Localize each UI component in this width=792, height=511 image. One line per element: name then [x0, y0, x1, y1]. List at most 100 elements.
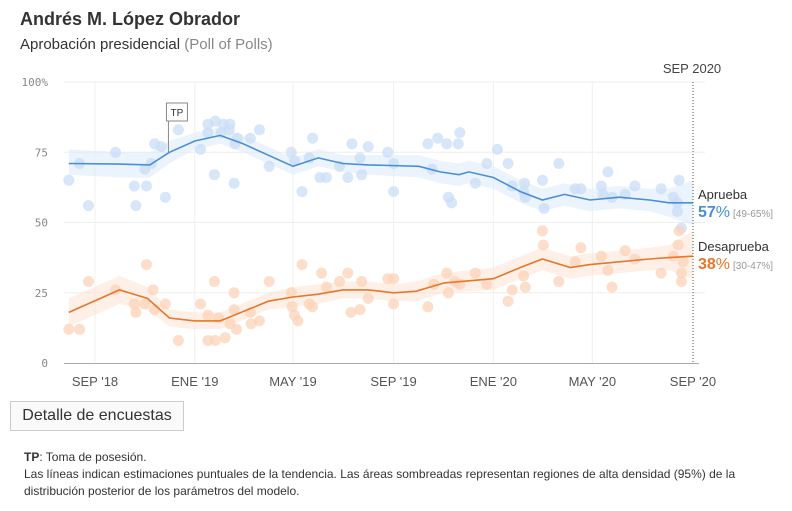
tp-key: TP [24, 450, 40, 464]
desaprueba-poll-point [307, 301, 319, 313]
desaprueba-poll-point [147, 284, 159, 296]
desaprueba-poll-point [285, 287, 297, 299]
desaprueba-trend-line [68, 255, 694, 322]
aprueba-poll-point [388, 158, 400, 169]
desaprueba-poll-point [63, 323, 75, 335]
aprueba-poll-point [519, 177, 530, 189]
desaprueba-poll-point [388, 298, 400, 310]
credible-interval: [30-47%] [733, 261, 773, 272]
final-value-number: 38 [698, 256, 716, 273]
desaprueba-label: Desaprueba [698, 239, 770, 254]
desaprueba-poll-point [469, 267, 481, 279]
aprueba-poll-point [263, 160, 275, 172]
tp-annotation-label: TP [171, 108, 184, 119]
final-value-unit: % [716, 256, 730, 273]
desaprueba-credible-band [68, 230, 694, 330]
desaprueba-poll-point [672, 239, 684, 251]
aprueba-poll-point [655, 183, 667, 195]
aprueba-poll-point [422, 138, 434, 150]
desaprueba-poll-point [231, 323, 242, 335]
y-tick-label: 100% [22, 76, 49, 89]
desaprueba-poll-point [536, 225, 548, 237]
aprueba-poll-point [195, 143, 206, 155]
desaprueba-poll-point [673, 225, 685, 237]
aprueba-poll-point [110, 146, 121, 158]
desaprueba-poll-point [253, 315, 265, 327]
desaprueba-poll-point [519, 281, 531, 293]
desaprueba-poll-point [74, 323, 85, 335]
desaprueba-poll-point [172, 335, 184, 346]
aprueba-poll-point [307, 132, 319, 144]
final-value-number: 57 [698, 204, 716, 221]
aprueba-poll-point [342, 172, 354, 183]
aprueba-poll-point [289, 155, 301, 167]
desaprueba-poll-point [130, 306, 142, 318]
desaprueba-poll-point [602, 264, 614, 276]
aprueba-poll-point [602, 166, 614, 178]
aprueba-poll-point [595, 180, 607, 192]
aprueba-poll-point [63, 174, 75, 186]
aprueba-poll-point [452, 138, 464, 150]
aprueba-poll-point [253, 124, 265, 136]
aprueba-poll-point [321, 172, 332, 183]
x-tick-label: MAY '20 [569, 374, 617, 389]
desaprueba-poll-point [209, 335, 221, 346]
desaprueba-poll-point [619, 245, 631, 257]
aprueba-poll-point [172, 124, 184, 136]
desaprueba-poll-point [159, 298, 171, 310]
desaprueba-poll-point [667, 250, 679, 262]
aprueba-poll-point [223, 124, 235, 136]
desaprueba-poll-point [388, 273, 400, 285]
desaprueba-poll-point [128, 298, 140, 310]
desaprueba-poll-point [296, 259, 308, 271]
desaprueba-poll-point [356, 276, 368, 287]
aprueba-poll-point [285, 146, 297, 158]
y-tick-label: 50 [35, 217, 48, 230]
aprueba-final-value: 57% [49-65%] [698, 204, 773, 221]
aprueba-poll-point [356, 169, 368, 181]
desaprueba-poll-point [228, 304, 240, 316]
aprueba-poll-point [629, 180, 641, 192]
aprueba-poll-point [597, 188, 609, 200]
x-tick-label: MAY '19 [269, 374, 317, 389]
aprueba-poll-point [128, 180, 140, 192]
aprueba-poll-point [244, 132, 256, 144]
desaprueba-poll-point [354, 304, 366, 316]
poll-details-button[interactable]: Detalle de encuestas [10, 401, 184, 431]
y-tick-label: 25 [35, 287, 48, 300]
aprueba-poll-point [83, 200, 94, 212]
desaprueba-poll-point [286, 301, 298, 313]
desaprueba-poll-point [213, 312, 224, 324]
aprueba-poll-point [446, 197, 458, 209]
desaprueba-poll-point [141, 259, 152, 271]
x-tick-label: SEP '18 [72, 374, 118, 389]
aprueba-credible-band [68, 127, 694, 226]
desaprueba-poll-point [655, 267, 667, 279]
aprueba-poll-point [454, 127, 466, 139]
approval-chart: 100% 75 50 25 0 SEP '18 ENE '19 MAY '19 SEP '19 E… [22, 61, 774, 389]
x-tick-label: ENE '20 [470, 374, 517, 389]
desaprueba-poll-point [518, 270, 530, 282]
desaprueba-poll-point [342, 267, 354, 279]
desaprueba-poll-point [575, 242, 587, 254]
aprueba-poll-point [354, 152, 366, 164]
aprueba-poll-point [228, 177, 240, 189]
desaprueba-poll-point [202, 309, 214, 321]
footnotes: TP: Toma de posesión. Las líneas indican… [24, 449, 784, 500]
subtitle-note: (Poll of Polls) [184, 36, 273, 53]
desaprueba-poll-point [676, 267, 687, 279]
desaprueba-poll-point [506, 284, 518, 296]
method-note: Las líneas indican estimaciones puntuale… [24, 467, 736, 498]
tp-note: TP: Toma de posesión. [24, 449, 784, 466]
credible-interval: [49-65%] [733, 209, 773, 220]
aprueba-poll-point [673, 174, 685, 186]
desaprueba-poll-point [537, 239, 549, 251]
desaprueba-poll-point [139, 298, 151, 310]
desaprueba-poll-point [441, 267, 453, 279]
aprueba-poll-point [671, 205, 683, 217]
desaprueba-final-value: 38% [30-47%] [698, 256, 773, 273]
tp-annotation-box [165, 102, 188, 122]
desaprueba-poll-point [334, 276, 346, 287]
subtitle-text: Aprobación presidencial [20, 36, 181, 53]
aprueba-label: Aprueba [698, 187, 748, 202]
